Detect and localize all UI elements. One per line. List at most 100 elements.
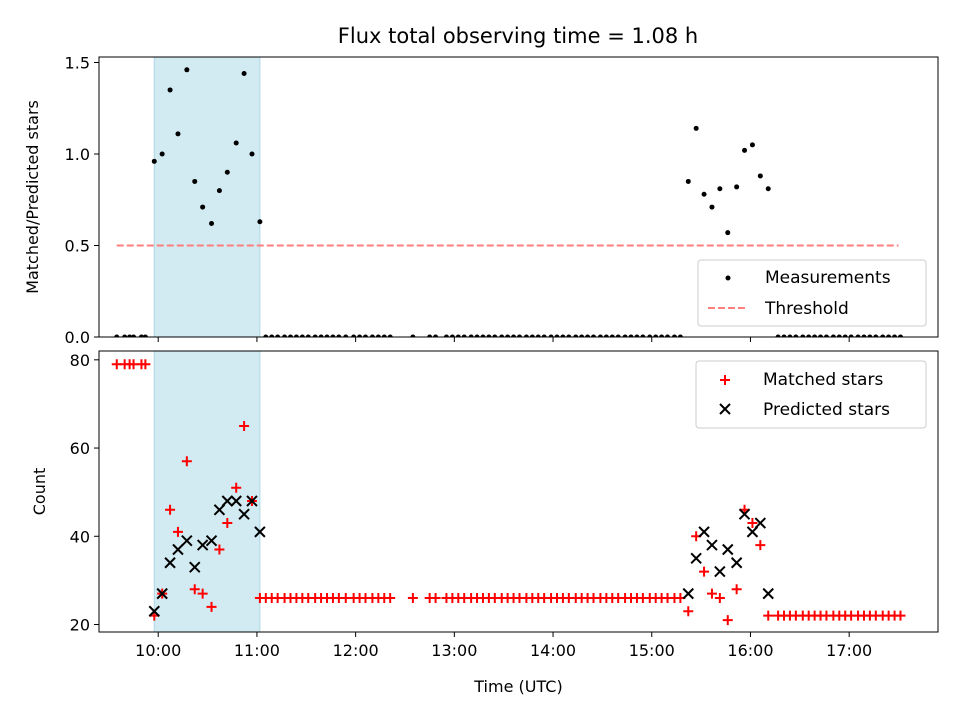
matched-point xyxy=(755,540,766,551)
matched-point xyxy=(731,584,742,595)
measurement-point xyxy=(167,87,173,93)
y-tick-label: 60 xyxy=(70,439,90,458)
measurement-point xyxy=(873,334,879,337)
measurement-point xyxy=(775,334,781,337)
legend: Matched stars Predicted stars xyxy=(695,360,927,429)
measurement-point xyxy=(375,334,381,337)
legend-marker-matched xyxy=(720,375,730,385)
predicted-point xyxy=(682,587,694,600)
predicted-point xyxy=(221,495,234,507)
measurement-point xyxy=(282,334,288,337)
measurement-point xyxy=(468,334,474,337)
measurement-point xyxy=(461,334,467,337)
measurement-point xyxy=(443,334,449,337)
matched-point xyxy=(763,610,774,621)
measurement-point xyxy=(449,334,455,337)
x-tick-label: 11:00 xyxy=(234,641,280,660)
highlight-span xyxy=(153,56,261,338)
measurement-point xyxy=(548,334,554,337)
matched-point xyxy=(239,420,250,431)
axes-frame xyxy=(98,350,939,633)
measurement-point xyxy=(357,334,363,337)
y-tick-label: 0.5 xyxy=(65,236,90,255)
measurement-point xyxy=(757,173,763,179)
measurement-point xyxy=(848,334,854,337)
measurement-point xyxy=(665,334,671,337)
measurement-point xyxy=(505,334,511,337)
measurement-point xyxy=(269,334,275,337)
measurement-point xyxy=(886,334,892,337)
measurement-point xyxy=(867,334,873,337)
measurement-point xyxy=(573,334,579,337)
measurement-point xyxy=(427,334,433,337)
matched-point xyxy=(714,593,725,604)
measurement-point xyxy=(351,334,357,337)
matched-point xyxy=(165,504,176,515)
measurement-point xyxy=(560,334,566,337)
measurement-point xyxy=(492,334,498,337)
predicted-point xyxy=(754,517,767,529)
matched-point xyxy=(197,588,208,599)
panel-count: 20 40 60 80 10:00 11:00 12:00 13:00 14:00 15:00 16… xyxy=(30,350,939,696)
measurement-point xyxy=(275,334,281,337)
legend-box xyxy=(695,360,927,429)
y-axis-label: Matched/Predicted stars xyxy=(23,100,42,294)
measurement-point xyxy=(343,334,349,337)
predicted-point xyxy=(189,561,201,573)
matched-point xyxy=(181,456,192,467)
measurement-point xyxy=(880,334,886,337)
measurement-point xyxy=(122,334,128,337)
measurement-point xyxy=(381,334,387,337)
measurement-point xyxy=(781,334,787,337)
matched-point xyxy=(172,526,183,537)
measurement-point xyxy=(836,334,842,337)
axes-frame xyxy=(98,56,939,338)
y-tick-label: 0.0 xyxy=(65,328,90,347)
measurement-point xyxy=(175,131,181,137)
measurement-point xyxy=(830,334,836,337)
measurement-point xyxy=(749,142,755,148)
predicted-point xyxy=(213,504,226,516)
y-axis-label: Count xyxy=(30,468,49,516)
predicted-point xyxy=(730,557,743,569)
measurement-point xyxy=(653,334,659,337)
plot-area xyxy=(111,359,906,626)
legend-marker-measurements xyxy=(725,275,731,281)
measurement-point xyxy=(529,334,535,337)
measurement-point xyxy=(263,334,269,337)
predicted-point xyxy=(164,557,176,569)
measurement-point xyxy=(138,334,144,337)
measurement-point xyxy=(640,334,646,337)
measurement-point xyxy=(299,334,305,337)
measurement-point xyxy=(742,147,748,153)
measurement-point xyxy=(305,334,311,337)
measurement-point xyxy=(806,334,812,337)
matched-point xyxy=(747,518,758,529)
measurement-point xyxy=(480,334,486,337)
legend-label-predicted: Predicted stars xyxy=(763,400,890,420)
measurement-point xyxy=(693,125,699,131)
matched-point xyxy=(895,610,906,621)
measurement-point xyxy=(892,334,898,337)
measurement-point xyxy=(585,334,591,337)
series-predicted-stars xyxy=(148,495,774,617)
measurement-point xyxy=(717,186,723,192)
plot-area xyxy=(114,67,903,337)
predicted-point xyxy=(698,526,710,538)
measurement-point xyxy=(541,334,547,337)
predicted-point xyxy=(714,565,726,578)
measurement-point xyxy=(523,334,529,337)
predicted-point xyxy=(196,539,209,551)
predicted-point xyxy=(172,543,184,556)
predicted-point xyxy=(246,495,258,507)
legend-label-matched: Matched stars xyxy=(763,370,883,390)
legend: Measurements Threshold xyxy=(697,259,927,327)
matched-point xyxy=(140,359,151,370)
measurement-point xyxy=(324,334,330,337)
x-tick-label: 12:00 xyxy=(333,641,379,660)
measurement-point xyxy=(486,334,492,337)
x-tick-label: 10:00 xyxy=(135,641,181,660)
measurement-point xyxy=(455,334,461,337)
